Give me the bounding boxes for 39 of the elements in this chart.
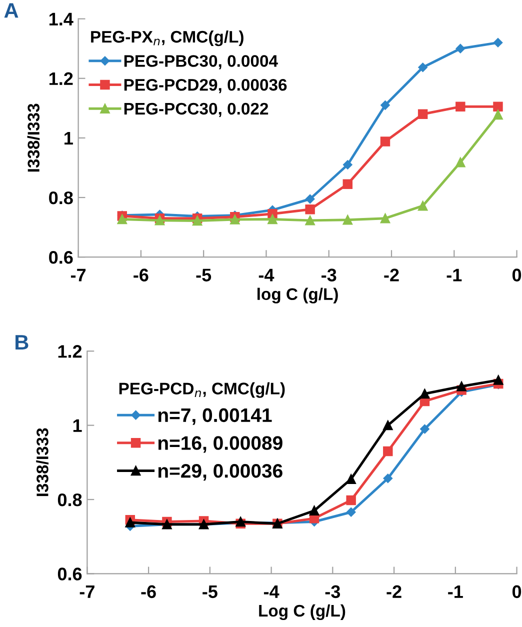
y-tick-label: 0.8 xyxy=(49,191,73,204)
x-tick-label: -4 xyxy=(264,585,280,598)
x-axis-title: Log C (g/L) xyxy=(259,604,346,620)
y-tick-label: 0.6 xyxy=(49,251,73,264)
legend-title: PEG-PCD$_{n}$, CMC(g/L) xyxy=(119,382,285,398)
y-tick-label: 0.6 xyxy=(58,568,82,580)
y-tick-label: 1 xyxy=(64,132,73,144)
x-tick-label: -5 xyxy=(196,268,212,282)
x-tick-label: -7 xyxy=(70,268,86,282)
x-tick-label: -7 xyxy=(80,585,94,598)
legend-label: PEG-PBC30, 0.0004 xyxy=(124,55,278,70)
x-tick-label: -6 xyxy=(141,585,156,598)
x-tick-label: -1 xyxy=(448,585,463,598)
x-tick-label: -2 xyxy=(384,268,399,282)
y-axis-title: I338/I333 xyxy=(27,104,40,172)
chart-title: B xyxy=(16,335,28,350)
y-tick-label: 1.4 xyxy=(49,12,74,26)
legend-title: PEG-PX$_{n}$, CMC(g/L) xyxy=(91,30,244,46)
x-tick-label: -4 xyxy=(258,268,274,282)
x-axis-title: log C (g/L) xyxy=(258,288,338,304)
x-tick-label: -3 xyxy=(322,268,336,282)
y-tick-label: 1 xyxy=(73,419,82,432)
chart-title: A xyxy=(4,3,18,18)
legend-label: n=29, 0.00036 xyxy=(158,464,282,481)
y-tick-label: 1.2 xyxy=(49,72,73,85)
x-tick-label: 0 xyxy=(512,268,522,282)
legend-label: PEG-PCC30, 0.022 xyxy=(124,102,268,118)
x-tick-label: 0 xyxy=(512,585,522,598)
y-axis-title: I338/I333 xyxy=(36,428,49,496)
legend-label: n=16, 0.00089 xyxy=(158,436,282,453)
x-tick-label: -6 xyxy=(134,268,148,282)
x-tick-label: -1 xyxy=(446,268,462,282)
x-tick-label: -3 xyxy=(325,585,340,598)
y-tick-label: 0.8 xyxy=(58,493,82,506)
x-tick-label: -2 xyxy=(386,585,402,598)
x-tick-label: -5 xyxy=(202,585,218,598)
y-tick-label: 1.2 xyxy=(58,345,82,358)
legend-label: n=7, 0.00141 xyxy=(158,408,272,425)
legend-label: PEG-PCD29, 0.00036 xyxy=(124,78,287,94)
